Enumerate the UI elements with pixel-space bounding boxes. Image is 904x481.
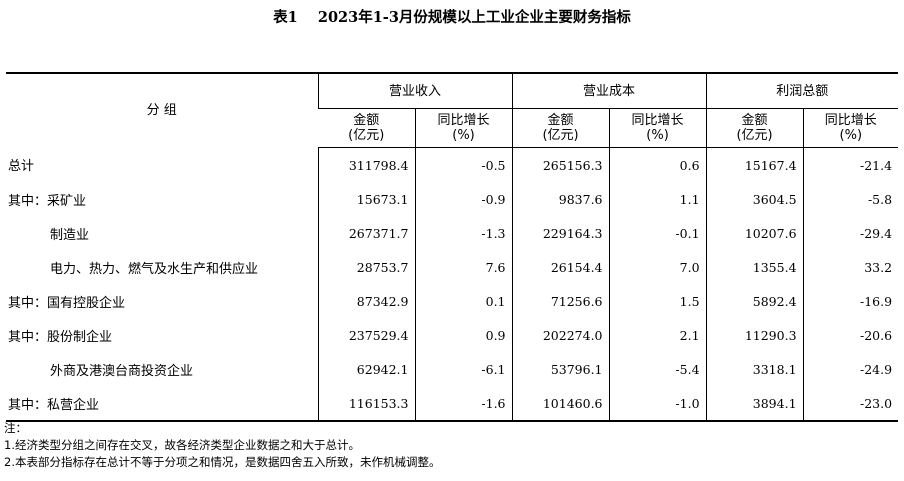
growth-unit: (%) bbox=[452, 128, 475, 143]
revenue-growth-cell: -1.3 bbox=[414, 216, 513, 250]
table-row: 其中：私营企业 116153.3 -1.6 101460.6 -1.0 3894… bbox=[6, 386, 899, 422]
section-header-cost: 营业成本 bbox=[511, 72, 707, 109]
row-label: 制造业 bbox=[50, 227, 90, 243]
cost-growth-header: 同比增长 (%) bbox=[608, 108, 707, 148]
cost-amount-cell: 71256.6 bbox=[511, 284, 610, 318]
revenue-amount-cell: 28753.7 bbox=[317, 250, 415, 284]
profit-amount-cell: 10207.6 bbox=[705, 216, 804, 250]
table-row: 外商及港澳台商投资企业 62942.1 -6.1 53796.1 -5.4 33… bbox=[6, 352, 899, 386]
table-row: 其中：采矿业 15673.1 -0.9 9837.6 1.1 3604.5 -5… bbox=[6, 182, 899, 216]
section-header-profit: 利润总额 bbox=[705, 72, 899, 109]
profit-growth-cell: -20.6 bbox=[802, 318, 899, 352]
revenue-growth-cell: -0.5 bbox=[414, 147, 513, 182]
table-row: 其中：股份制企业 237529.4 0.9 202274.0 2.1 11290… bbox=[6, 318, 899, 352]
profit-growth-header: 同比增长 (%) bbox=[802, 108, 899, 148]
profit-amount-cell: 1355.4 bbox=[705, 250, 804, 284]
cost-growth-cell: 1.1 bbox=[608, 182, 707, 216]
amount-unit: (亿元) bbox=[348, 128, 385, 143]
cost-growth-cell: 0.6 bbox=[608, 147, 707, 182]
growth-label: 同比增长 bbox=[437, 113, 490, 128]
profit-growth-cell: -21.4 bbox=[802, 147, 899, 182]
notes-heading: 注： bbox=[4, 421, 27, 435]
profit-amount-cell: 3604.5 bbox=[705, 182, 804, 216]
revenue-amount-cell: 87342.9 bbox=[317, 284, 415, 318]
cost-amount-cell: 101460.6 bbox=[511, 386, 610, 422]
row-label: 外商及港澳台商投资企业 bbox=[50, 363, 194, 379]
profit-growth-cell: -5.8 bbox=[802, 182, 899, 216]
row-label: 其中：采矿业 bbox=[8, 193, 87, 209]
row-label: 其中：国有控股企业 bbox=[8, 295, 126, 311]
row-label: 总计 bbox=[8, 159, 35, 175]
revenue-growth-cell: -6.1 bbox=[414, 352, 513, 386]
profit-growth-cell: -24.9 bbox=[802, 352, 899, 386]
revenue-amount-cell: 15673.1 bbox=[317, 182, 415, 216]
profit-amount-cell: 3318.1 bbox=[705, 352, 804, 386]
amount-unit: (亿元) bbox=[542, 128, 579, 143]
profit-amount-cell: 5892.4 bbox=[705, 284, 804, 318]
revenue-growth-cell: -0.9 bbox=[414, 182, 513, 216]
table-body: 总计 311798.4 -0.5 265156.3 0.6 15167.4 -2… bbox=[6, 147, 899, 422]
cost-growth-cell: 7.0 bbox=[608, 250, 707, 284]
table-title: 表1 2023年1-3月份规模以上工业企业主要财务指标 bbox=[273, 9, 631, 26]
financial-indicators-table: 分 组 营业收入 营业成本 利润总额 金额 (亿元) 同比增长 (%) 金额 (… bbox=[6, 72, 899, 422]
amount-unit: (亿元) bbox=[736, 128, 773, 143]
table-notes: 注： 1.经济类型分组之间存在交叉，故各经济类型企业数据之和大于总计。 2.本表… bbox=[4, 420, 440, 471]
cost-growth-cell: -5.4 bbox=[608, 352, 707, 386]
revenue-growth-cell: 7.6 bbox=[414, 250, 513, 284]
table-row: 电力、热力、燃气及水生产和供应业 28753.7 7.6 26154.4 7.0… bbox=[6, 250, 899, 284]
cost-amount-cell: 265156.3 bbox=[511, 147, 610, 182]
growth-unit: (%) bbox=[839, 128, 863, 143]
amount-label: 金额 bbox=[547, 113, 574, 128]
revenue-amount-cell: 237529.4 bbox=[317, 318, 415, 352]
cost-growth-cell: 1.5 bbox=[608, 284, 707, 318]
row-label: 其中：私营企业 bbox=[6, 386, 318, 422]
profit-amount-cell: 15167.4 bbox=[705, 147, 804, 182]
profit-amount-cell: 3894.1 bbox=[705, 386, 804, 422]
revenue-growth-cell: -1.6 bbox=[414, 386, 513, 422]
group-column-header: 分 组 bbox=[6, 72, 318, 148]
note-item: 1.经济类型分组之间存在交叉，故各经济类型企业数据之和大于总计。 bbox=[4, 438, 360, 452]
revenue-amount-cell: 62942.1 bbox=[317, 352, 415, 386]
cost-growth-cell: -0.1 bbox=[608, 216, 707, 250]
cost-amount-cell: 9837.6 bbox=[511, 182, 610, 216]
revenue-amount-cell: 267371.7 bbox=[317, 216, 415, 250]
cost-amount-header: 金额 (亿元) bbox=[511, 108, 610, 148]
profit-amount-header: 金额 (亿元) bbox=[705, 108, 804, 148]
cost-amount-cell: 53796.1 bbox=[511, 352, 610, 386]
cost-amount-cell: 229164.3 bbox=[511, 216, 610, 250]
cost-amount-cell: 26154.4 bbox=[511, 250, 610, 284]
profit-growth-cell: -29.4 bbox=[802, 216, 899, 250]
revenue-growth-cell: 0.9 bbox=[414, 318, 513, 352]
revenue-growth-header: 同比增长 (%) bbox=[414, 108, 513, 148]
table-row: 制造业 267371.7 -1.3 229164.3 -0.1 10207.6 … bbox=[6, 216, 899, 250]
growth-label: 同比增长 bbox=[824, 113, 877, 128]
profit-growth-cell: 33.2 bbox=[802, 250, 899, 284]
profit-growth-cell: -23.0 bbox=[802, 386, 899, 422]
note-item: 2.本表部分指标存在总计不等于分项之和情况，是数据四舍五入所致，未作机械调整。 bbox=[4, 455, 441, 469]
cost-growth-cell: 2.1 bbox=[608, 318, 707, 352]
table-row: 总计 311798.4 -0.5 265156.3 0.6 15167.4 -2… bbox=[6, 147, 899, 182]
revenue-growth-cell: 0.1 bbox=[414, 284, 513, 318]
revenue-amount-cell: 311798.4 bbox=[317, 147, 415, 182]
growth-unit: (%) bbox=[646, 128, 669, 143]
table-row: 其中：国有控股企业 87342.9 0.1 71256.6 1.5 5892.4… bbox=[6, 284, 899, 318]
revenue-amount-cell: 116153.3 bbox=[317, 386, 415, 422]
profit-growth-cell: -16.9 bbox=[802, 284, 899, 318]
row-label: 电力、热力、燃气及水生产和供应业 bbox=[50, 261, 259, 277]
cost-amount-cell: 202274.0 bbox=[511, 318, 610, 352]
row-label: 其中：股份制企业 bbox=[8, 329, 113, 345]
section-header-revenue: 营业收入 bbox=[317, 72, 513, 109]
amount-label: 金额 bbox=[353, 113, 380, 128]
revenue-amount-header: 金额 (亿元) bbox=[318, 108, 415, 148]
growth-label: 同比增长 bbox=[631, 113, 684, 128]
cost-growth-cell: -1.0 bbox=[608, 386, 707, 422]
profit-amount-cell: 11290.3 bbox=[705, 318, 804, 352]
amount-label: 金额 bbox=[741, 113, 768, 128]
